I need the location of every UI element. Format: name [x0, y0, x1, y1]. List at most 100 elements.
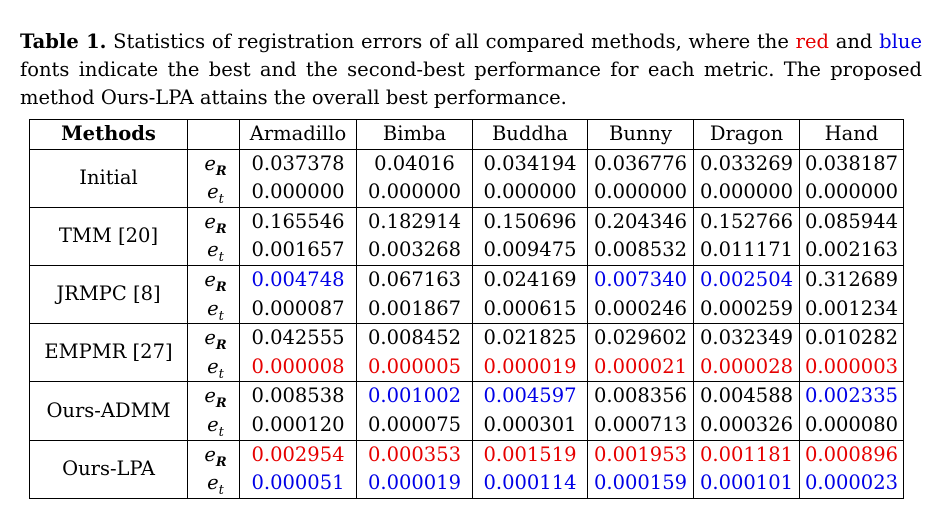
value-cell: 0.000000	[587, 178, 694, 208]
metric-symbol-subscript: R	[215, 396, 227, 412]
value-cell: 0.000019	[356, 469, 473, 499]
value-cell: 0.011171	[693, 236, 800, 266]
value-cell: 0.000159	[587, 469, 694, 499]
value-cell: 0.000000	[799, 178, 904, 208]
value-cell: 0.008532	[587, 236, 694, 266]
value-cell: 0.004588	[693, 381, 800, 411]
metric-symbol-subscript: t	[218, 192, 224, 208]
table-row: et 0.001657 0.003268 0.009475 0.008532 0.0111…	[30, 236, 904, 266]
metric-symbol-subscript: t	[218, 308, 224, 324]
metric-symbol-base: e	[207, 238, 219, 262]
metric-symbol-translation: et	[187, 469, 240, 499]
metric-symbol-base: e	[207, 180, 219, 204]
metric-symbol-subscript: t	[218, 366, 224, 382]
header-methods: Methods	[29, 119, 188, 150]
value-cell: 0.002504	[693, 265, 800, 295]
registration-error-table: Methods Armadillo Bimba Buddha Bunny Dra…	[29, 119, 904, 499]
value-cell: 0.000000	[239, 178, 357, 208]
value-cell: 0.033269	[693, 149, 800, 179]
table-row: TMM [20] eR 0.165546 0.182914 0.150696 0.2043…	[29, 207, 904, 266]
caption-text-3: fonts indicate the best and the second-b…	[20, 57, 922, 109]
value-cell: 0.032349	[693, 323, 800, 353]
value-cell: 0.042555	[239, 323, 357, 353]
value-cell: 0.312689	[799, 265, 904, 295]
value-cell: 0.150696	[472, 207, 588, 237]
metric-symbol-translation: et	[187, 352, 240, 383]
table-row: et 0.000008 0.000005 0.000019 0.000021 0.0000…	[30, 352, 904, 383]
value-cell: 0.010282	[799, 323, 904, 353]
table-row: EMPMR [27] eR 0.042555 0.008452 0.021825 0.02…	[29, 323, 904, 383]
value-cell: 0.034194	[472, 149, 588, 179]
caption-text-1: Statistics of registration errors of all…	[106, 29, 796, 53]
metric-symbol-base: e	[204, 209, 216, 233]
value-cell: 0.002335	[799, 381, 904, 411]
value-cell: 0.000028	[693, 352, 800, 383]
value-cell: 0.000326	[693, 410, 800, 441]
value-cell: 0.029602	[587, 323, 694, 353]
value-cell: 0.085944	[799, 207, 904, 237]
metric-symbol-base: e	[204, 326, 216, 350]
value-cell: 0.000713	[587, 410, 694, 441]
value-cell: 0.000005	[356, 352, 473, 383]
value-cell: 0.000003	[799, 352, 904, 383]
value-cell: 0.021825	[472, 323, 588, 353]
table-row: et 0.000087 0.001867 0.000615 0.000246 0.0002…	[30, 294, 904, 325]
value-cell: 0.004597	[472, 381, 588, 411]
metric-symbol-rotation: eR	[187, 265, 240, 295]
value-cell: 0.000101	[693, 469, 800, 499]
metric-symbol-subscript: t	[218, 250, 224, 266]
table-row: et 0.000051 0.000019 0.000114 0.000159 0.0001…	[30, 469, 904, 499]
value-cell: 0.000615	[472, 294, 588, 325]
method-name: Ours-LPA	[29, 440, 188, 499]
method-name: Ours-ADMM	[29, 381, 188, 441]
value-cell: 0.009475	[472, 236, 588, 266]
metric-symbol-base: e	[207, 471, 219, 495]
metric-symbol-base: e	[207, 412, 219, 436]
method-name: Initial	[29, 149, 188, 208]
metric-symbol-rotation: eR	[187, 323, 240, 353]
value-cell: 0.000000	[693, 178, 800, 208]
metric-symbol-translation: et	[187, 410, 240, 441]
metric-symbol-rotation: eR	[187, 207, 240, 237]
value-cell: 0.000019	[472, 352, 588, 383]
table-caption: Table 1. Statistics of registration erro…	[20, 28, 922, 112]
value-cell: 0.000301	[472, 410, 588, 441]
value-cell: 0.000896	[799, 440, 904, 470]
caption-text-2: and	[829, 29, 880, 53]
value-cell: 0.003268	[356, 236, 473, 266]
value-cell: 0.000259	[693, 294, 800, 325]
value-cell: 0.000246	[587, 294, 694, 325]
value-cell: 0.002163	[799, 236, 904, 266]
metric-symbol-translation: et	[187, 236, 240, 266]
value-cell: 0.001867	[356, 294, 473, 325]
value-cell: 0.067163	[356, 265, 473, 295]
header-dragon: Dragon	[693, 119, 800, 150]
metric-symbol-subscript: R	[215, 163, 227, 179]
value-cell: 0.004748	[239, 265, 357, 295]
metric-symbol-rotation: eR	[187, 381, 240, 412]
value-cell: 0.001953	[587, 440, 694, 470]
metric-symbol-base: e	[204, 442, 216, 466]
value-cell: 0.024169	[472, 265, 588, 295]
method-name: JRMPC [8]	[29, 265, 188, 325]
value-cell: 0.204346	[587, 207, 694, 237]
header-armadillo: Armadillo	[239, 119, 357, 150]
table-body: Initial eR 0.037378 0.04016 0.034194 0.036776…	[29, 149, 904, 499]
header-row: Methods Armadillo Bimba Buddha Bunny Dra…	[29, 119, 904, 150]
method-name: EMPMR [27]	[29, 323, 188, 383]
value-cell: 0.001234	[799, 294, 904, 325]
header-buddha: Buddha	[472, 119, 588, 150]
caption-blue-word: blue	[879, 29, 922, 53]
value-cell: 0.036776	[587, 149, 694, 179]
metric-symbol-subscript: R	[215, 221, 227, 237]
value-cell: 0.000023	[799, 469, 904, 499]
metric-symbol-rotation: eR	[187, 440, 240, 470]
value-cell: 0.002954	[239, 440, 357, 470]
value-cell: 0.000008	[239, 352, 357, 383]
header-bimba: Bimba	[356, 119, 473, 150]
metric-symbol-subscript: t	[218, 424, 224, 440]
value-cell: 0.000114	[472, 469, 588, 499]
metric-symbol-base: e	[204, 151, 216, 175]
table-row: et 0.000120 0.000075 0.000301 0.000713 0.0003…	[30, 410, 904, 441]
value-cell: 0.008356	[587, 381, 694, 411]
